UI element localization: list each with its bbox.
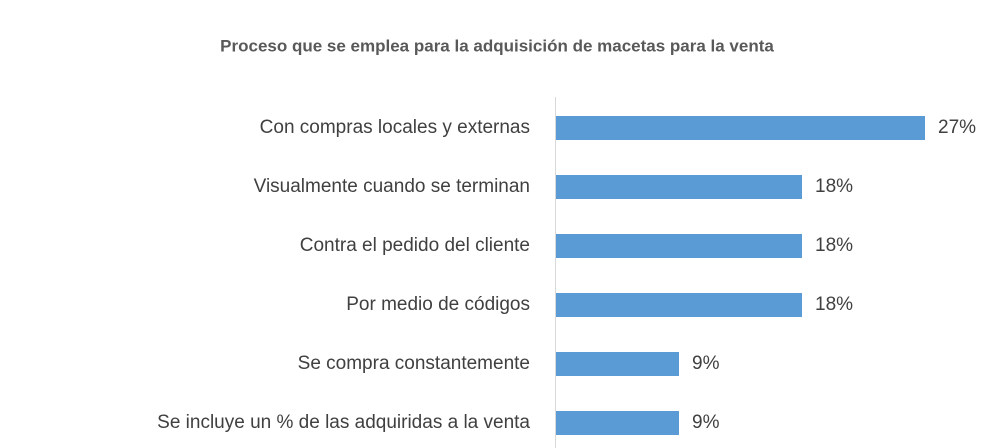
value-label: 18% — [815, 235, 853, 256]
category-label: Por medio de códigos — [346, 294, 530, 315]
category-label: Se compra constantemente — [298, 353, 530, 374]
category-label: Visualmente cuando se terminan — [254, 176, 530, 197]
bar — [556, 234, 802, 258]
bar — [556, 116, 925, 140]
category-label: Contra el pedido del cliente — [300, 235, 530, 256]
bar — [556, 411, 679, 435]
bar — [556, 293, 802, 317]
value-label: 18% — [815, 176, 853, 197]
chart-title: Proceso que se emplea para la adquisició… — [220, 36, 774, 55]
value-label: 9% — [692, 412, 720, 433]
value-label: 18% — [815, 294, 853, 315]
bar — [556, 175, 802, 199]
value-label: 9% — [692, 353, 720, 374]
category-label: Se incluye un % de las adquiridas a la v… — [157, 412, 530, 433]
category-label: Con compras locales y externas — [260, 117, 530, 138]
value-label: 27% — [938, 117, 976, 138]
bar — [556, 352, 679, 376]
